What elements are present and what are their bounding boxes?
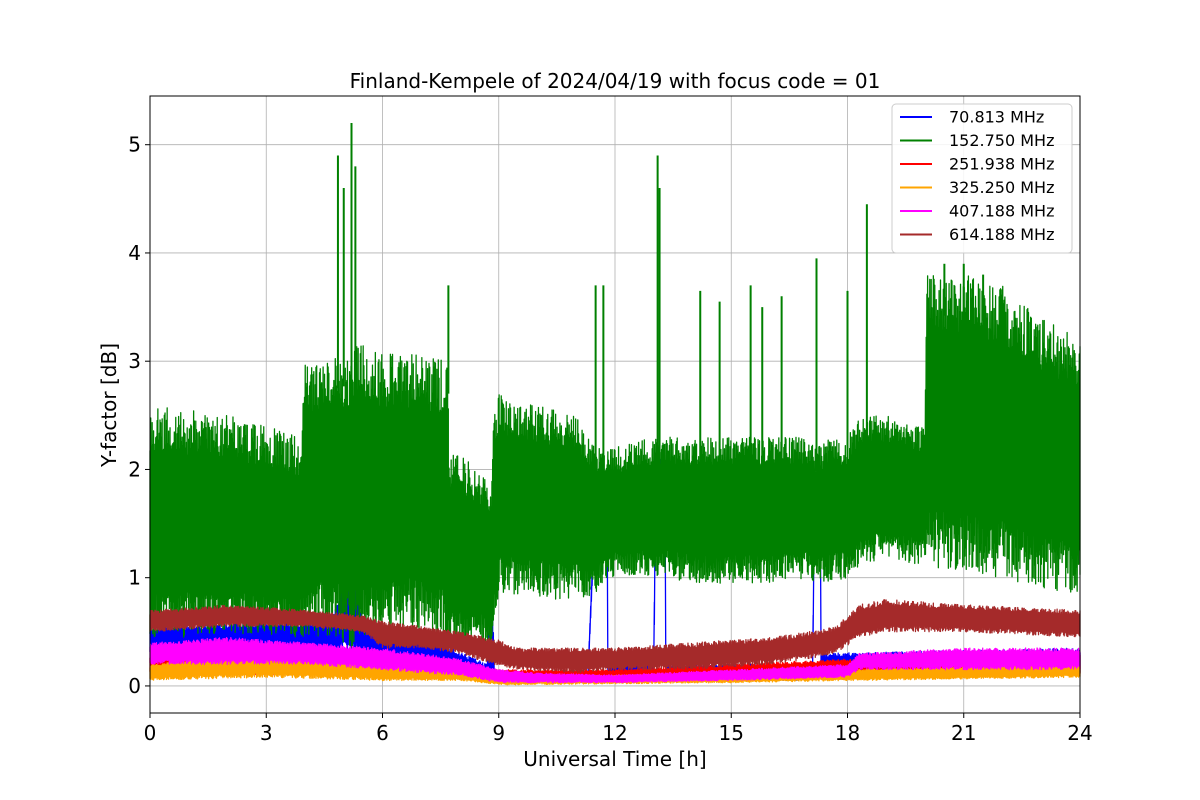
x-tick-label: 6 xyxy=(376,721,389,745)
y-tick-label: 3 xyxy=(128,349,141,373)
series-407-188-MHz xyxy=(149,636,1081,684)
series-line xyxy=(149,599,1081,674)
legend: 70.813 MHz 152.750 MHz 251.938 MHz 325.250 … xyxy=(891,103,1073,254)
series-614-188-MHz xyxy=(149,599,1081,674)
x-tick-label: 0 xyxy=(144,721,157,745)
y-tick-label: 5 xyxy=(128,133,141,157)
legend-label: 325.250 MHz xyxy=(949,178,1054,197)
x-tick-label: 24 xyxy=(1067,721,1092,745)
x-tick-label: 15 xyxy=(719,721,744,745)
series-layer xyxy=(149,123,1081,686)
series-line xyxy=(149,636,1081,684)
y-axis-title: Y-factor [dB] xyxy=(97,343,121,468)
x-axis-title: Universal Time [h] xyxy=(523,747,706,771)
chart-title: Finland-Kempele of 2024/04/19 with focus… xyxy=(350,69,881,93)
x-tick-label: 3 xyxy=(260,721,273,745)
legend-box xyxy=(891,103,1073,254)
x-tick-label: 18 xyxy=(835,721,860,745)
legend-label: 614.188 MHz xyxy=(949,225,1054,244)
y-tick-label: 0 xyxy=(128,674,141,698)
x-tick-label: 9 xyxy=(492,721,505,745)
legend-label: 70.813 MHz xyxy=(949,108,1044,127)
y-tick-label: 4 xyxy=(128,241,141,265)
y-tick-label: 2 xyxy=(128,457,141,481)
legend-label: 152.750 MHz xyxy=(949,131,1054,150)
series-line xyxy=(149,275,1081,652)
x-tick-label: 12 xyxy=(602,721,627,745)
y-tick-label: 1 xyxy=(128,566,141,590)
legend-label: 251.938 MHz xyxy=(949,155,1054,174)
x-tick-label: 21 xyxy=(951,721,976,745)
series-152-750-MHz xyxy=(149,123,1081,652)
legend-label: 407.188 MHz xyxy=(949,202,1054,221)
